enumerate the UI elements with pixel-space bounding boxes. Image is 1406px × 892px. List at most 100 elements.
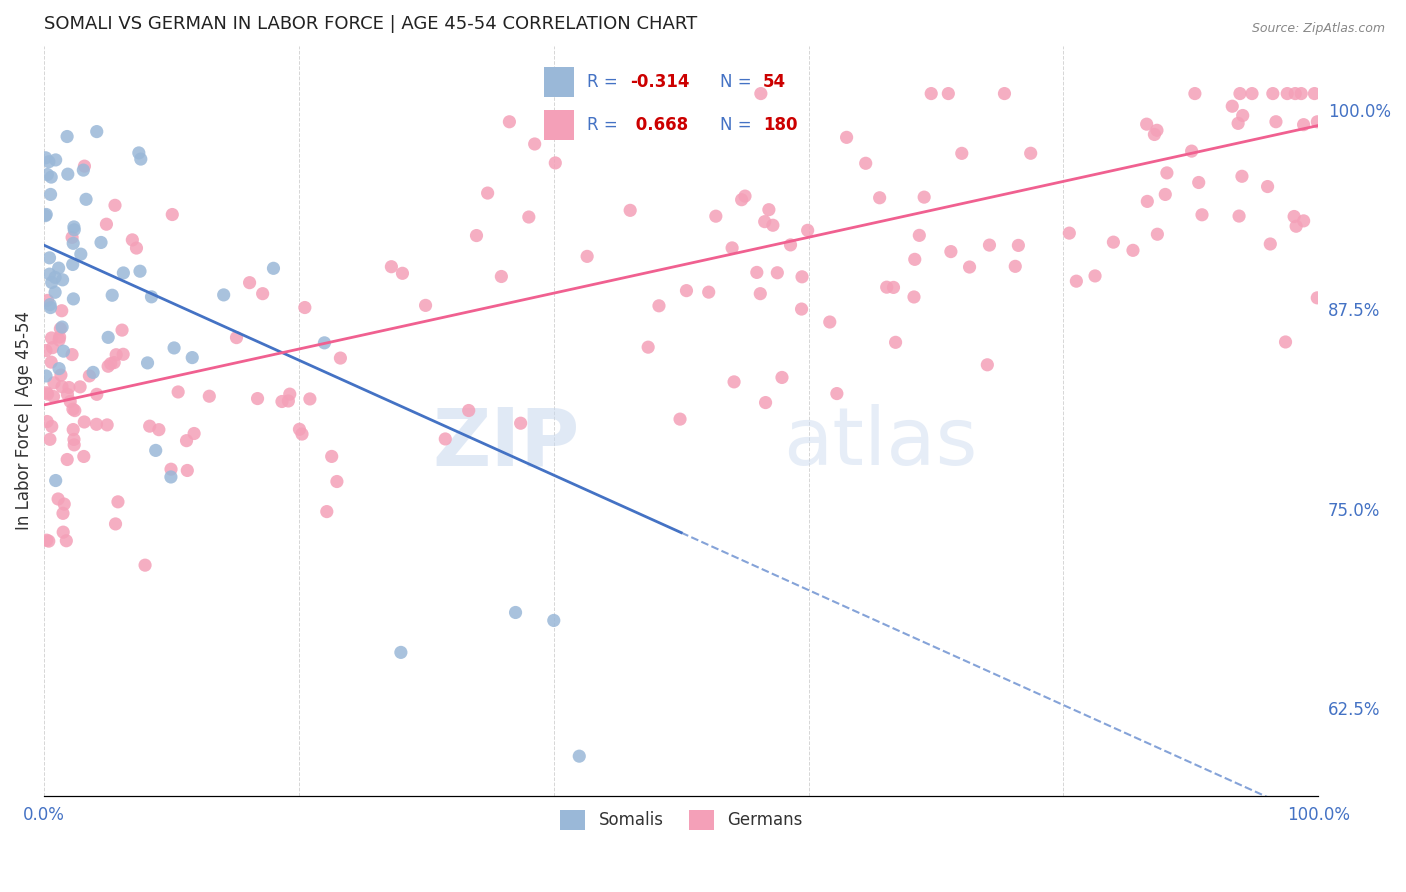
Point [69, 380, 91, 394]
Point [35, 343, 58, 358]
Point [1136, 117, 1159, 131]
Point [160, 470, 183, 484]
Point [903, 290, 925, 304]
Point [134, 558, 156, 573]
Point [1265, 114, 1288, 128]
Point [176, 463, 198, 477]
Point [62, 423, 84, 437]
Point [69, 247, 91, 261]
Point [517, 210, 540, 224]
Point [63, 219, 86, 234]
Point [993, 87, 1015, 101]
Point [1257, 179, 1279, 194]
Point [96, 417, 118, 432]
Point [44, 270, 66, 285]
Point [52, 525, 75, 540]
Point [882, 280, 904, 294]
Point [1230, 169, 1253, 184]
Point [825, 386, 848, 401]
Point [1184, 87, 1206, 101]
Text: 54: 54 [763, 73, 786, 91]
Point [38, 433, 60, 447]
Point [56, 452, 79, 467]
Point [101, 288, 124, 302]
Point [818, 315, 841, 329]
Point [72, 163, 94, 178]
Point [1292, 214, 1315, 228]
Point [41, 331, 63, 345]
Point [543, 614, 565, 628]
Point [979, 238, 1001, 252]
Point [908, 228, 931, 243]
Text: ZIP: ZIP [432, 404, 579, 483]
Point [1007, 238, 1029, 252]
Point [58, 380, 80, 394]
Point [252, 286, 274, 301]
Point [291, 427, 314, 442]
Point [1084, 268, 1107, 283]
Point [619, 203, 641, 218]
Point [52, 507, 75, 521]
Point [959, 260, 981, 274]
Point [754, 214, 776, 228]
Point [60, 348, 83, 362]
Point [37, 415, 59, 429]
Point [39, 297, 62, 311]
Point [1227, 116, 1250, 130]
Point [544, 156, 567, 170]
Point [498, 115, 520, 129]
Point [53, 497, 76, 511]
Text: N =: N = [720, 73, 751, 91]
Text: Source: ZipAtlas.com: Source: ZipAtlas.com [1251, 22, 1385, 36]
Point [34, 151, 56, 165]
Point [39, 355, 62, 369]
Point [288, 422, 311, 436]
Bar [544, 111, 575, 140]
Point [63, 433, 86, 447]
Point [876, 280, 898, 294]
Point [796, 223, 818, 237]
Point [1229, 87, 1251, 101]
Point [939, 244, 962, 259]
Point [1274, 334, 1296, 349]
Point [1282, 210, 1305, 224]
Point [52, 273, 75, 287]
Text: SOMALI VS GERMAN IN LABOR FORCE | AGE 45-54 CORRELATION CHART: SOMALI VS GERMAN IN LABOR FORCE | AGE 45… [44, 15, 697, 33]
Point [790, 301, 813, 316]
Point [46, 491, 69, 506]
Point [1285, 219, 1308, 234]
Point [1146, 227, 1168, 242]
Point [63, 438, 86, 452]
Point [97, 330, 120, 344]
Point [477, 186, 499, 200]
Point [1136, 194, 1159, 209]
Point [568, 749, 591, 764]
Point [278, 387, 301, 401]
Point [104, 516, 127, 531]
Point [51, 320, 73, 334]
Point [38, 534, 60, 549]
Text: -0.314: -0.314 [630, 73, 690, 91]
Point [56, 167, 79, 181]
Point [314, 335, 336, 350]
Point [55, 533, 77, 548]
Point [835, 130, 858, 145]
Point [60, 230, 83, 244]
Point [766, 266, 789, 280]
Point [294, 301, 316, 315]
Point [105, 348, 128, 362]
Point [100, 357, 122, 371]
Point [734, 189, 756, 203]
Point [56, 129, 79, 144]
Point [434, 432, 457, 446]
Point [762, 219, 785, 233]
Legend: Somalis, Germans: Somalis, Germans [554, 803, 808, 837]
Point [51, 380, 73, 394]
Point [1019, 146, 1042, 161]
Point [1156, 166, 1178, 180]
Point [1181, 144, 1204, 158]
Point [1102, 235, 1125, 249]
Point [103, 355, 125, 369]
Point [723, 375, 745, 389]
Point [79, 368, 101, 383]
